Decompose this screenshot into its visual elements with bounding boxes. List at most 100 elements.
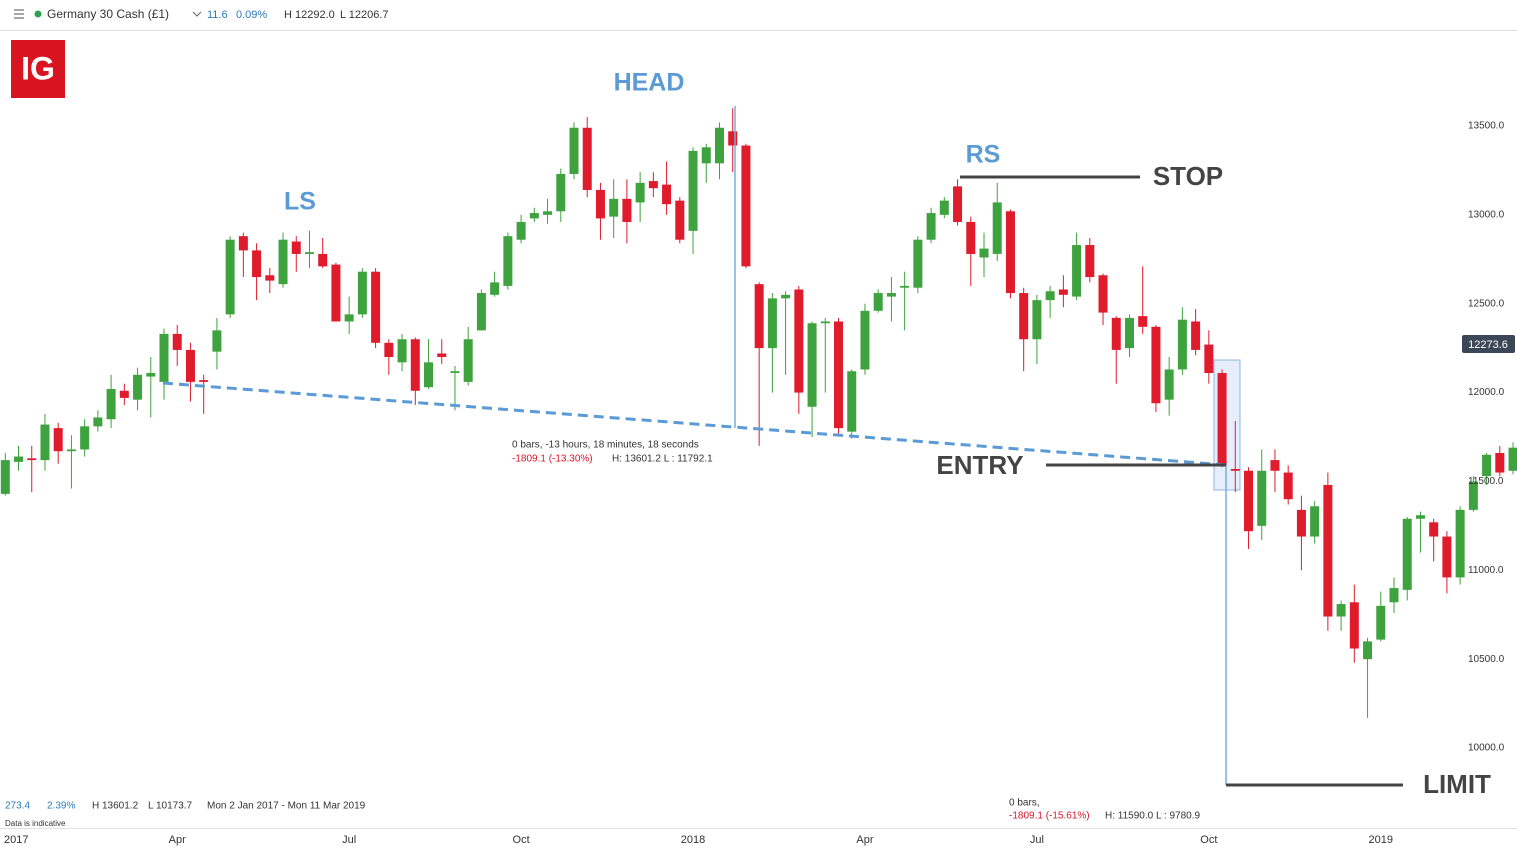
candle-body xyxy=(1204,344,1214,374)
candle-body xyxy=(304,252,314,254)
candle-body xyxy=(1376,605,1386,640)
candle-body xyxy=(1164,369,1174,400)
candle-body xyxy=(238,236,248,251)
y-tick-label: 10500.0 xyxy=(1468,654,1505,665)
measure-range: H: 13601.2 L : 11792.1 xyxy=(612,454,713,465)
candle-body xyxy=(93,417,103,427)
candle-body xyxy=(820,321,830,324)
footer-change-pct: 2.39% xyxy=(47,801,75,812)
candle-body xyxy=(1389,588,1399,603)
x-tick-label: 2018 xyxy=(681,834,705,846)
neckline xyxy=(162,381,1227,467)
candle-body xyxy=(1323,484,1333,617)
candle-body xyxy=(595,189,605,219)
candle-body xyxy=(714,127,724,164)
candle-body xyxy=(463,339,473,382)
last-price-box xyxy=(1462,334,1515,353)
candle-body xyxy=(728,131,738,146)
candle-body xyxy=(80,426,90,450)
x-tick-label: Jul xyxy=(342,834,356,846)
dropdown-arrow[interactable] xyxy=(192,11,202,17)
candle-body xyxy=(106,389,116,420)
candle-body xyxy=(1495,452,1505,473)
candle-body xyxy=(199,380,209,382)
candle-body xyxy=(834,321,844,429)
candle-body xyxy=(278,239,288,285)
plot: LS HEAD RS STOP ENTRY LIMIT 0 bars, -13 hours,… xyxy=(0,69,1517,846)
candle-body xyxy=(1151,326,1161,404)
candle-body xyxy=(807,323,817,407)
candle-body xyxy=(1257,470,1267,526)
candle-body xyxy=(1296,509,1306,537)
measure-change: -1809.1 (-13.30%) xyxy=(512,454,593,465)
symbol[interactable]: Germany 30 Cash (£1) xyxy=(47,7,169,21)
status-dot xyxy=(34,10,42,18)
y-tick-label: 13500.0 xyxy=(1468,121,1505,132)
candle-body xyxy=(675,200,685,240)
candle-body xyxy=(1402,518,1412,590)
candle-body xyxy=(635,182,645,203)
candle-body xyxy=(437,353,447,358)
footer-high: H 13601.2 xyxy=(92,801,139,812)
annotation: LS xyxy=(284,188,316,216)
measure-bars: 0 bars, -13 hours, 18 minutes, 18 second… xyxy=(512,440,699,451)
candle-body xyxy=(27,458,37,461)
candle-body xyxy=(291,241,301,254)
footer-low: L 10173.7 xyxy=(148,801,193,812)
y-tick-label: 11500.0 xyxy=(1468,476,1504,487)
candle-body xyxy=(1177,319,1187,370)
candle-body xyxy=(529,213,539,219)
candle-body xyxy=(767,298,777,349)
logo xyxy=(11,40,65,98)
candle-body xyxy=(992,202,1002,254)
candle-body xyxy=(609,198,619,217)
candle-body xyxy=(1230,468,1240,471)
candle-body xyxy=(900,285,910,288)
candle-body xyxy=(1138,316,1148,327)
candle-body xyxy=(1072,245,1082,297)
footer-note: Data is indicative xyxy=(5,819,66,828)
candle-body xyxy=(1085,245,1095,278)
y-tick-label: 12000.0 xyxy=(1468,387,1505,398)
candle-body xyxy=(556,173,566,212)
candle-body xyxy=(926,213,936,240)
candle-body xyxy=(397,339,407,363)
x-tick-label: Jul xyxy=(1030,834,1044,846)
annotation: STOP xyxy=(1153,161,1223,191)
candle-body xyxy=(40,424,50,461)
candle-body xyxy=(1045,291,1055,301)
candle-body xyxy=(384,342,394,358)
x-tick-label: Oct xyxy=(513,834,530,846)
candle-body xyxy=(0,460,10,494)
candle-body xyxy=(357,271,367,315)
candle-body xyxy=(185,349,195,382)
candle-body xyxy=(1283,472,1293,500)
candle-body xyxy=(1310,506,1320,537)
y-tick-label: 11000.0 xyxy=(1468,565,1504,576)
candle-body xyxy=(14,456,24,462)
candle-body xyxy=(490,282,500,295)
candle-body xyxy=(860,310,870,370)
candle-body xyxy=(66,449,76,452)
candle-body xyxy=(344,314,354,322)
candle-body xyxy=(794,289,804,393)
measure-bars: 0 bars, xyxy=(1009,798,1040,809)
candle-body xyxy=(1217,373,1227,466)
candle-body xyxy=(979,248,989,258)
candle-body xyxy=(1032,300,1042,340)
x-tick-label: Apr xyxy=(856,834,873,846)
annotation: LIMIT xyxy=(1423,769,1491,799)
candle-body xyxy=(1363,641,1373,660)
candle-body xyxy=(913,239,923,288)
header-change: 11.6 xyxy=(207,9,228,21)
candle-body xyxy=(847,371,857,432)
top-bar xyxy=(0,0,1517,30)
measure-change: -1809.1 (-15.61%) xyxy=(1009,811,1090,822)
menu-icon[interactable] xyxy=(14,9,24,19)
candle-body xyxy=(225,239,235,315)
candle-body xyxy=(212,330,222,352)
candle-body xyxy=(873,293,883,311)
header-high: H 12292.0 xyxy=(284,9,335,21)
candle-body xyxy=(410,339,420,391)
